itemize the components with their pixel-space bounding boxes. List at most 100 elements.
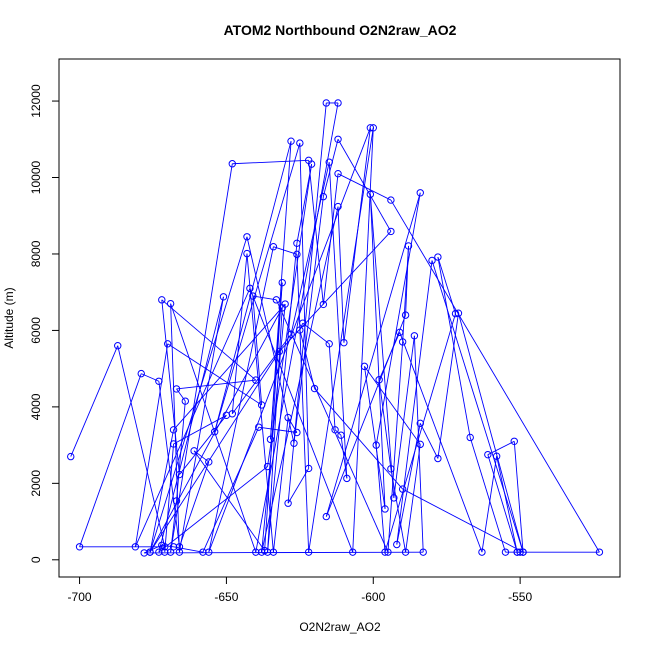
x-tick-label: -550 <box>508 590 532 604</box>
series-line-segment <box>249 288 354 553</box>
data-point <box>175 543 184 551</box>
data-point <box>319 192 328 201</box>
series-line-segment <box>214 142 301 432</box>
data-point <box>396 328 404 337</box>
data-point <box>369 124 377 132</box>
y-tick-label: 2000 <box>29 470 43 497</box>
data-point <box>169 426 178 434</box>
series-line-segment <box>405 245 409 316</box>
series-line-segment <box>364 366 421 445</box>
series-line-segment <box>232 159 309 165</box>
series-line-segment <box>173 303 286 431</box>
data-point <box>246 284 254 293</box>
data-point <box>293 428 301 437</box>
data-point <box>387 196 395 204</box>
data-point <box>263 548 272 556</box>
data-point <box>387 465 395 473</box>
data-point <box>434 253 442 261</box>
data-point <box>205 548 213 556</box>
series-line-segment <box>458 313 524 553</box>
data-point <box>331 426 339 434</box>
series-line-segment <box>396 260 433 545</box>
data-point <box>404 242 413 250</box>
data-point <box>199 548 207 556</box>
data-point <box>334 135 342 143</box>
data-point <box>75 543 84 551</box>
data-point <box>257 401 266 409</box>
series-line-segment <box>328 343 336 430</box>
series-line-segment <box>79 373 142 547</box>
data-point <box>387 227 395 236</box>
data-point <box>190 447 198 455</box>
data-point <box>272 296 281 304</box>
series-line-segment <box>170 303 257 553</box>
series-line-segment <box>396 423 421 545</box>
data-point <box>340 338 348 347</box>
data-point <box>466 433 474 442</box>
series-line-segment <box>299 329 315 389</box>
series-line-segment <box>134 343 169 547</box>
y-tick-label: 8000 <box>29 240 43 267</box>
series-line-segment <box>270 141 292 440</box>
data-point <box>304 464 313 473</box>
x-axis-title: O2N2raw_AO2 <box>299 620 381 634</box>
data-point <box>252 376 260 384</box>
data-point <box>281 300 289 308</box>
series-line-segment <box>302 322 330 345</box>
series-line-segment <box>275 299 389 553</box>
series-line-segment <box>402 488 524 553</box>
series-line-segment <box>378 379 392 469</box>
data-point <box>416 189 424 197</box>
data-point <box>287 330 295 338</box>
series-line-segment <box>296 164 313 244</box>
data-point <box>510 437 518 445</box>
series-line-segment <box>322 139 339 197</box>
data-point <box>390 494 398 502</box>
series-line-segment <box>170 500 177 553</box>
series-line-segment <box>378 332 401 380</box>
series-line-segment <box>252 295 277 301</box>
series-line-segment <box>299 322 304 331</box>
data-point <box>181 397 189 405</box>
chart-title: ATOM2 Northbound O2N2raw_AO2 <box>224 22 457 38</box>
series-line-segment <box>390 199 600 553</box>
data-point <box>334 99 342 107</box>
series-line-segment <box>375 192 421 446</box>
data-point <box>595 548 604 556</box>
series-line-segment <box>252 295 263 406</box>
series-line-segment <box>419 423 439 459</box>
data-point <box>269 243 278 251</box>
data-point <box>287 137 295 145</box>
data-point <box>158 541 166 549</box>
series-line-segment <box>437 313 459 459</box>
data-point <box>372 441 380 449</box>
data-point <box>205 458 213 466</box>
data-point <box>334 202 342 211</box>
series-line-segment <box>364 366 386 510</box>
data-point <box>325 158 333 166</box>
data-point <box>492 452 501 460</box>
series-line-segment <box>176 379 256 390</box>
data-point <box>284 413 292 422</box>
series-line-segment <box>176 401 186 501</box>
data-point <box>243 249 251 258</box>
data-point <box>519 548 527 556</box>
data-point <box>360 362 369 371</box>
series-line-segment <box>117 345 166 547</box>
series-line-segment <box>149 429 174 553</box>
series-line-segment <box>308 127 374 553</box>
series-line-segment <box>255 102 339 553</box>
series-line-segment <box>384 313 456 553</box>
data-point <box>140 549 148 557</box>
y-tick-label: 12000 <box>29 84 43 118</box>
series-line-segment <box>246 253 274 553</box>
series-line-segment <box>161 299 257 381</box>
data-point <box>304 548 313 556</box>
series-line-segment <box>208 127 371 553</box>
data-point <box>319 300 328 309</box>
data-point <box>325 340 333 348</box>
data-point <box>401 311 410 319</box>
series-line-segment <box>208 246 274 553</box>
series-line-segment <box>158 466 268 553</box>
series-line-segment <box>134 288 251 547</box>
